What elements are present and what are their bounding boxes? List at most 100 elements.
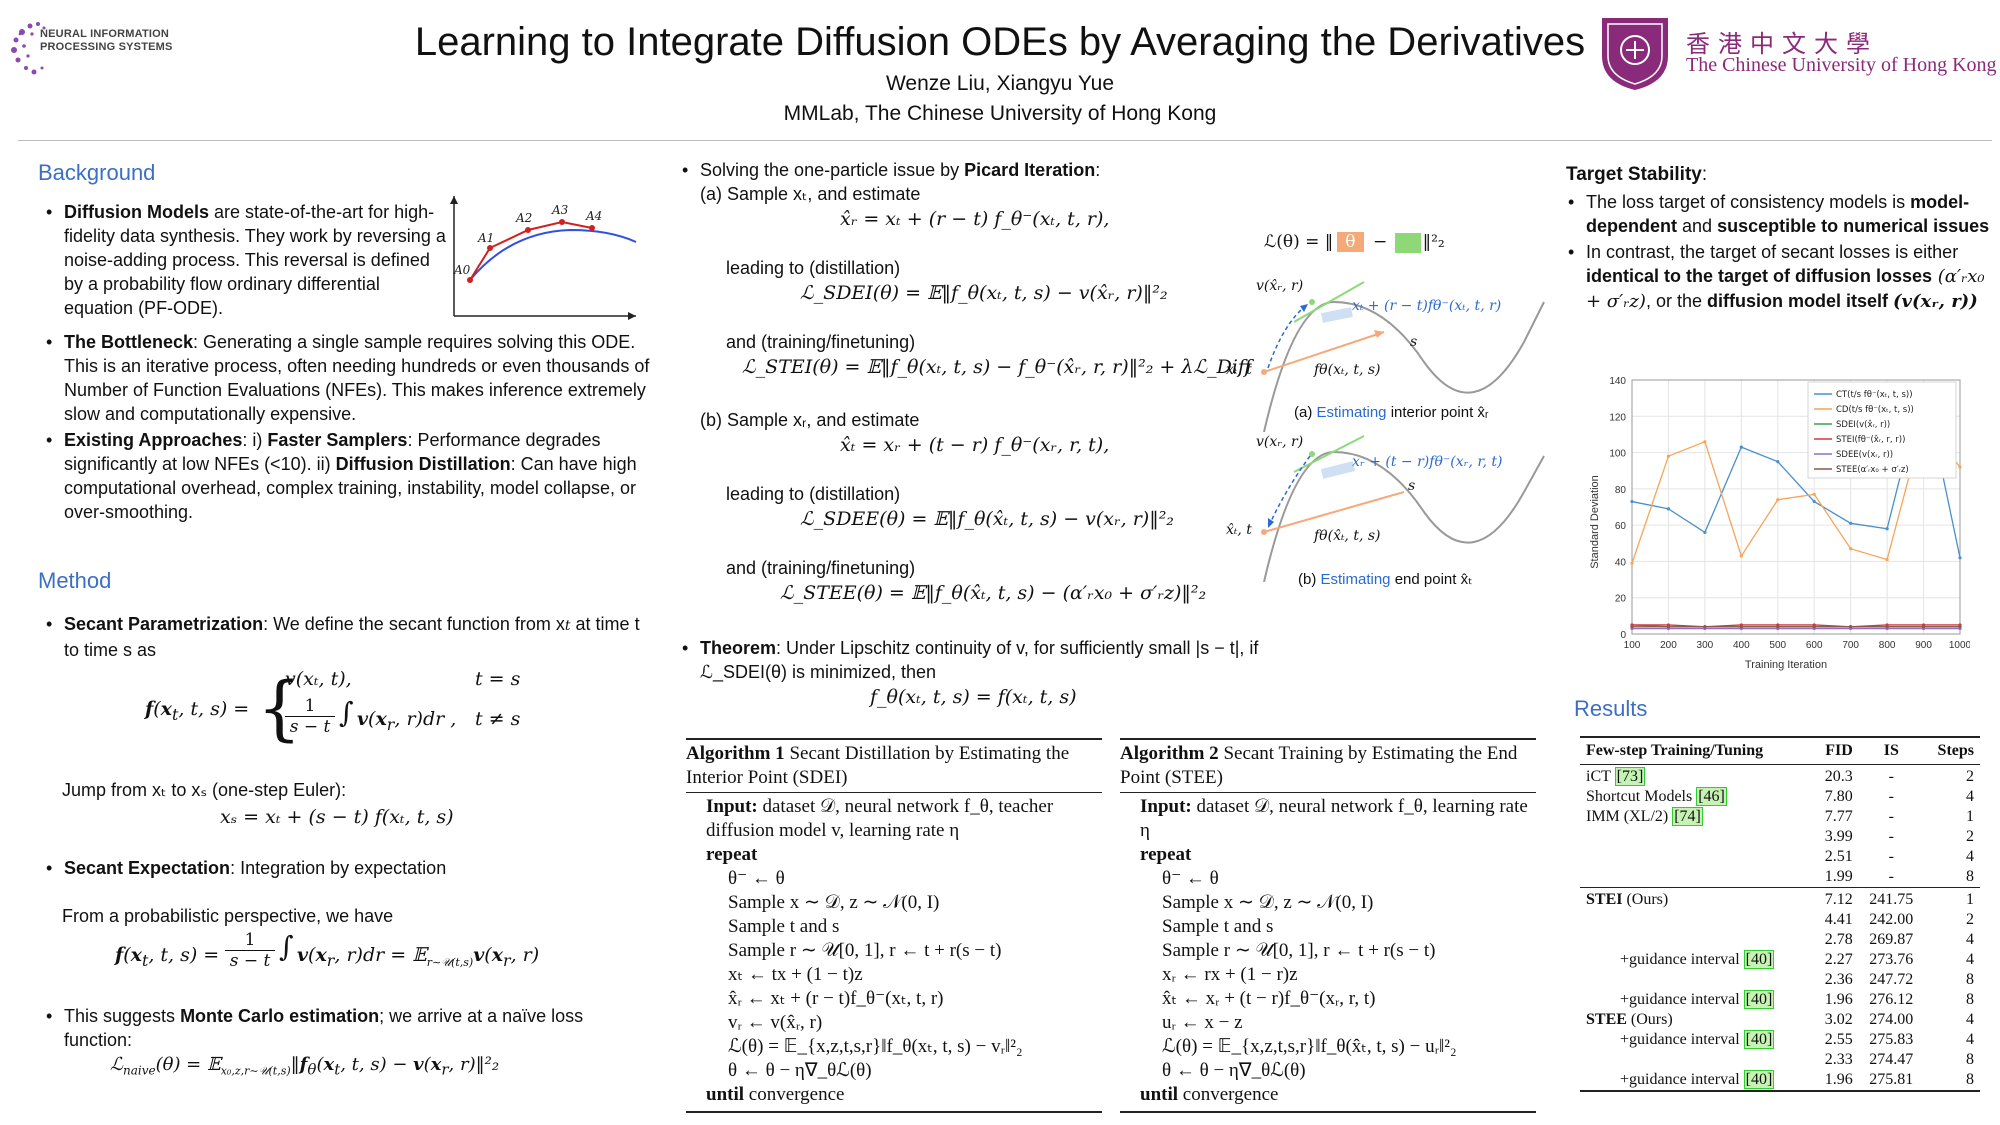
citation-link[interactable]: [73] [1614, 767, 1646, 786]
table-row: 4.41 242.00 2 [1580, 910, 1980, 930]
chart-data-point [1921, 625, 1926, 629]
chart-series-line [1632, 624, 1960, 628]
results-cell-steps: 2 [1966, 828, 1974, 845]
algorithm-1-line: Sample t and s [728, 916, 840, 937]
chart-data-point [1849, 625, 1853, 629]
method-bullet-secant-expectation: Secant Expectation: Integration by expec… [40, 856, 650, 880]
svg-text:xₜ, t: xₜ, t [1226, 362, 1252, 378]
cuhk-english-name: The Chinese University of Hong Kong [1686, 54, 1997, 76]
results-cell-method [1580, 930, 1812, 950]
fig-label-a1: A1 [477, 231, 494, 245]
citation-link[interactable]: [74] [1672, 807, 1703, 826]
svg-text:fθ(xₜ, t, s): fθ(xₜ, t, s) [1313, 362, 1381, 378]
chart-data-point [1703, 625, 1707, 629]
theorem-equation: f_θ(xₜ, t, s) = f(xₜ, t, s) [870, 686, 1077, 708]
chart-y-tick-label: 100 [1609, 449, 1626, 460]
results-header-row: Few-step Training/Tuning FID IS Steps [1580, 736, 1980, 765]
svg-text:xᵣ + (t − r)fθ⁻(xᵣ, r, t): xᵣ + (t − r)fθ⁻(xᵣ, r, t) [1352, 454, 1503, 470]
chart-legend-entry: STEI(fθ⁻(x̂ᵣ, r, r)) [1836, 434, 1905, 445]
sdei-loss-equation: ℒ_SDEI(θ) = 𝔼‖f_θ(xₜ, t, s) − v(x̂ᵣ, r)‖… [800, 282, 1168, 304]
results-cell-steps: 4 [1966, 931, 1974, 948]
poster-title: Learning to Integrate Diffusion ODEs by … [414, 20, 1586, 64]
algorithm-1-line: vᵣ ← v(x̂ᵣ, r) [728, 1012, 823, 1033]
results-cell-method: STEE (Ours) [1586, 1011, 1673, 1028]
chart-data-point [1812, 625, 1816, 629]
figure-loss-legend: ℒ(θ) = ‖ θ − ‖²₂ [1264, 232, 1445, 253]
stee-loss-equation: ℒ_STEE(θ) = 𝔼‖f_θ(x̂ₜ, t, s) − (α′ᵣx₀ + … [780, 582, 1207, 604]
jump-text: Jump from xₜ to xₛ (one-step Euler): [62, 780, 347, 800]
chart-data-point [1630, 499, 1634, 504]
chart-legend-box [1807, 381, 1957, 479]
jump-equation: xₛ = xₜ + (s − t) f(xₜ, t, s) [220, 806, 454, 828]
citation-link[interactable]: [40] [1743, 990, 1775, 1009]
algorithm-2-line: ℒ(θ) = 𝔼_{x,z,t,s,r}‖f_θ(x̂ₜ, t, s) − uᵣ… [1162, 1036, 1457, 1057]
std-deviation-chart: 0 20 40 60 80 100 120 140 100 200 300 400 500 600 700 8… [1589, 376, 1970, 671]
chart-legend-entry: STEE(α′ᵣx₀ + σ′ᵣz) [1836, 465, 1909, 475]
results-cell-steps: 4 [1966, 1011, 1974, 1028]
chart-x-tick-label: 100 [1624, 640, 1641, 651]
results-cell-fid: 2.33 [1824, 1051, 1853, 1068]
chart-data-point [1739, 445, 1743, 449]
results-cell-fid: 2.78 [1824, 931, 1853, 948]
chart-x-tick-label: 800 [1879, 640, 1896, 651]
results-cell-fid: 4.41 [1824, 911, 1853, 928]
chart-data-point [1812, 499, 1816, 504]
algorithm-2-line: xᵣ ← rx + (1 − r)z [1162, 964, 1298, 985]
chart-x-tick-label: 700 [1842, 640, 1859, 651]
results-cell-is: - [1858, 764, 1924, 787]
chart-data-point [1849, 547, 1853, 551]
results-cell-steps: 4 [1966, 788, 1974, 805]
chart-data-point [1666, 454, 1671, 458]
chart-data-point [1776, 460, 1780, 464]
chart-y-axis-label: Standard Deviation [1589, 475, 1601, 569]
stei-loss-equation: ℒ_STEI(θ) = 𝔼‖f_θ(xₜ, t, s) − f_θ⁻(x̂ᵣ, … [742, 356, 1252, 378]
algorithm-1-title: Algorithm 1 Secant Distillation by Estim… [686, 738, 1102, 793]
target-stability-list: The loss target of consistency models is… [1562, 190, 1990, 316]
algorithm-1-line: Sample r ∼ 𝒰[0, 1], r ← t + r(s − t) [728, 940, 1002, 961]
results-cell-fid: 7.80 [1824, 788, 1853, 805]
results-cell-method [1580, 867, 1812, 888]
theorem-list: Theorem: Under Lipschitz continuity of v… [676, 636, 1276, 686]
algorithm-1-input: Input: dataset 𝒟, neural network f_θ, te… [706, 796, 1054, 841]
results-cell-fid: 3.99 [1824, 828, 1853, 845]
step-a-label: (a) Sample xₜ, and estimate [700, 184, 921, 204]
table-row: +guidance interval [40] 2.27 273.76 4 [1580, 950, 1980, 970]
citation-link[interactable]: [40] [1743, 950, 1775, 969]
table-row: 3.99 - 2 [1580, 827, 1980, 847]
chart-data-point [1739, 554, 1743, 558]
method-list-3: This suggests Monte Carlo estimation; we… [40, 1004, 650, 1054]
table-row: iCT [73] 20.3-2 [1580, 764, 1980, 787]
chart-x-axis-label: Training Iteration [1745, 659, 1827, 671]
chart-x-tick-label: 900 [1915, 640, 1932, 651]
chart-data-point [1885, 527, 1889, 531]
chart-x-tick-label: 600 [1806, 640, 1823, 651]
leading-distill-b: leading to (distillation) [726, 484, 901, 504]
results-cell-method [1580, 1050, 1812, 1070]
chart-legend-entry: SDEE(v(xᵣ, r)) [1836, 450, 1893, 460]
chart-x-tick-label: 1000 [1949, 640, 1970, 651]
chart-x-tick-label: 300 [1697, 640, 1714, 651]
algorithm-1-box: Algorithm 1 Secant Distillation by Estim… [686, 738, 1102, 1113]
chart-data-point [1776, 625, 1780, 629]
citation-link[interactable]: [40] [1743, 1070, 1775, 1089]
algorithm-2-line: θ⁻ ← θ [1162, 868, 1219, 889]
picard-list: Solving the one-particle issue by Picard… [676, 158, 1276, 184]
algorithm-2-input: Input: dataset 𝒟, neural network f_θ, le… [1140, 796, 1528, 841]
results-cell-steps: 8 [1923, 1070, 1980, 1092]
chart-y-tick-label: 0 [1620, 630, 1626, 641]
results-cell-steps: 8 [1966, 971, 1974, 988]
citation-link[interactable]: [46] [1696, 787, 1727, 806]
results-cell-is: 247.72 [1869, 971, 1914, 988]
citation-link[interactable]: [40] [1743, 1030, 1775, 1049]
integration-curve-figure: A0 A1 A2 A3 A4 [450, 196, 637, 320]
algorithm-1-line: θ ← θ − η∇_θℒ(θ) [728, 1060, 872, 1081]
step-b-equation: x̂ₜ = xᵣ + (t − r) f_θ⁻(xᵣ, r, t), [840, 434, 1110, 456]
results-cell-method: STEI (Ours) [1580, 887, 1813, 910]
results-cell-fid: 20.3 [1812, 764, 1859, 787]
results-col-fid: FID [1812, 736, 1859, 765]
results-cell-is: 242.00 [1869, 911, 1914, 928]
svg-text:s: s [1410, 334, 1417, 350]
table-row: +guidance interval [40] 1.96 276.12 8 [1580, 990, 1980, 1010]
results-cell-method: +guidance interval [40] [1620, 950, 1775, 969]
chart-data-point [1885, 625, 1889, 629]
